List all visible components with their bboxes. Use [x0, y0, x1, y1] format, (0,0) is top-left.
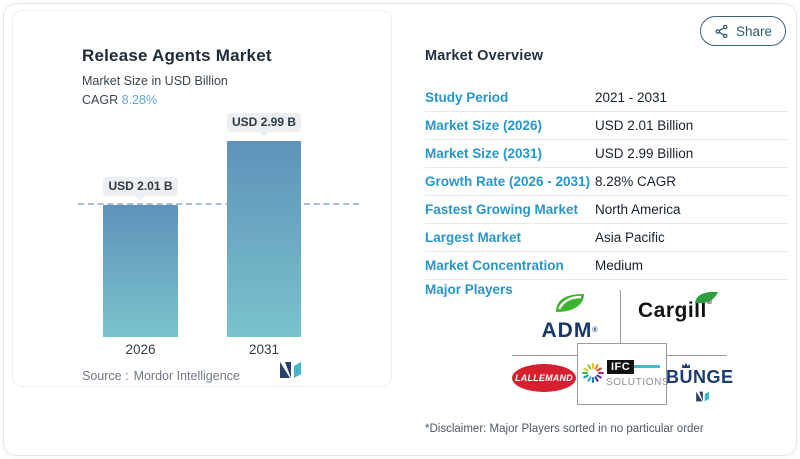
row-label: Market Concentration — [425, 258, 564, 273]
table-row: Largest Market Asia Pacific — [425, 224, 788, 252]
cagr-value: 8.28% — [121, 93, 158, 107]
table-row: Market Size (2026) USD 2.01 Billion — [425, 112, 788, 140]
row-label: Study Period — [425, 90, 509, 105]
adm-leaf-icon — [556, 294, 584, 312]
logo-bunge: BUNGE — [666, 362, 734, 388]
bar-value-caret-2031 — [259, 131, 269, 137]
row-label: Fastest Growing Market — [425, 202, 579, 217]
row-value: Medium — [595, 258, 644, 273]
overview-table: Study Period 2021 - 2031 Market Size (202… — [425, 84, 788, 280]
table-row: Study Period 2021 - 2031 — [425, 84, 788, 112]
bar-value-label-2031: USD 2.99 B — [227, 112, 301, 132]
ifc-solutions-wordmark: SOLUTIONS — [606, 377, 670, 388]
x-axis-label-2026: 2026 — [125, 342, 156, 357]
share-button[interactable]: Share — [700, 16, 786, 46]
logo-cargill: Cargill® — [638, 291, 743, 323]
row-value: USD 2.99 Billion — [595, 146, 694, 161]
row-label: Market Size (2031) — [425, 146, 543, 161]
reference-dashed-line — [78, 203, 359, 206]
cargill-leaf-icon — [695, 291, 718, 304]
disclaimer-text: *Disclaimer: Major Players sorted in no … — [425, 423, 704, 435]
source-value: Mordor Intelligence — [133, 369, 240, 383]
row-value: North America — [595, 202, 681, 217]
ifc-tagline-bar — [634, 365, 660, 368]
bar-value-caret-2026 — [135, 196, 145, 202]
chart-cagr: CAGR 8.28% — [82, 93, 157, 107]
row-value: 8.28% CAGR — [595, 174, 677, 189]
chart-title: Release Agents Market — [82, 46, 272, 65]
bar-value-label-2026: USD 2.01 B — [103, 177, 178, 197]
table-row: Growth Rate (2026 - 2031) 8.28% CAGR — [425, 168, 788, 196]
source-label: Source : — [82, 369, 129, 383]
bar-2031 — [227, 140, 301, 337]
share-label: Share — [735, 23, 773, 39]
table-row: Market Size (2031) USD 2.99 Billion — [425, 140, 788, 168]
bar-2026 — [103, 205, 178, 337]
lallemand-wordmark: LALLEMAND — [515, 373, 573, 383]
table-row: Fastest Growing Market North America — [425, 196, 788, 224]
chart-card — [12, 10, 392, 387]
major-players-label: Major Players — [425, 282, 513, 297]
chart-subtitle: Market Size in USD Billion — [82, 74, 228, 88]
mordor-intelligence-logo-icon — [280, 362, 301, 378]
logo-grid-divider-vertical — [620, 290, 621, 344]
logo-grid-divider-horizontal-left — [512, 355, 577, 356]
row-value: Asia Pacific — [595, 230, 665, 245]
logo-grid-divider-horizontal-right — [665, 355, 727, 356]
row-value: USD 2.01 Billion — [595, 118, 694, 133]
bunge-crown-icon — [682, 362, 690, 368]
row-label: Largest Market — [425, 230, 522, 245]
logo-lallemand: LALLEMAND — [512, 364, 576, 392]
cagr-label: CAGR — [82, 93, 119, 107]
row-value: 2021 - 2031 — [595, 90, 668, 105]
logo-ifc-solutions: IFC SOLUTIONS — [577, 343, 670, 405]
adm-wordmark: ADM® — [541, 319, 599, 342]
source-line: Source : Mordor Intelligence — [82, 369, 240, 383]
cargill-wordmark: Cargill® — [638, 299, 713, 322]
ifc-wordmark: IFC — [607, 360, 635, 374]
bunge-wordmark: BUNGE — [666, 367, 734, 387]
overview-heading: Market Overview — [425, 48, 544, 64]
row-label: Growth Rate (2026 - 2031) — [425, 174, 591, 189]
share-icon — [715, 24, 728, 38]
table-row: Market Concentration Medium — [425, 252, 788, 280]
row-label: Market Size (2026) — [425, 118, 543, 133]
ifc-starburst-icon — [582, 363, 604, 383]
logo-adm: ADM® — [528, 291, 612, 342]
x-axis-label-2031: 2031 — [248, 342, 280, 357]
mordor-watermark-icon — [696, 391, 709, 402]
